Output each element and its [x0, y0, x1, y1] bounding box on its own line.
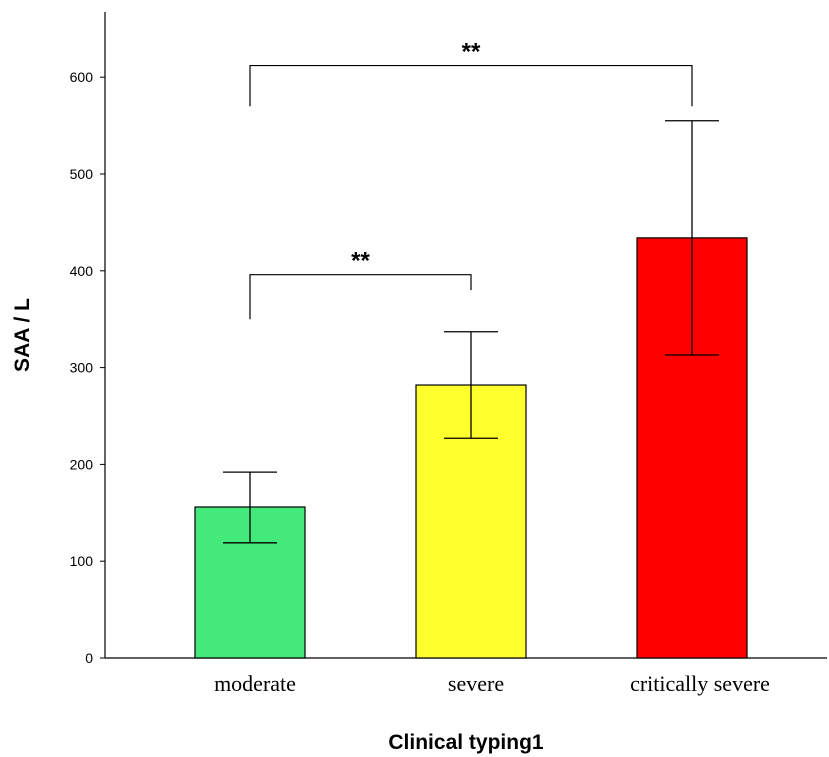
x-tick-label: moderate	[214, 671, 296, 696]
y-axis-ticks: 0 100 200 300 400 500 600	[70, 69, 105, 666]
x-axis-title: Clinical typing1	[388, 731, 544, 754]
bars-group	[194, 237, 748, 659]
y-tick-label: 400	[70, 263, 94, 279]
y-tick-label: 300	[70, 360, 94, 376]
significance-label: **	[462, 39, 481, 66]
y-tick-label: 500	[70, 166, 94, 182]
significance-brackets-group: ** **	[249, 39, 693, 320]
y-tick-label: 200	[70, 456, 94, 472]
y-tick-label: 100	[70, 553, 94, 569]
y-tick-label: 0	[85, 650, 93, 666]
y-axis-title: SAA / L	[11, 298, 34, 372]
x-tick-label: critically severe	[630, 671, 770, 696]
significance-label: **	[351, 248, 370, 275]
x-axis-labels: moderate severe critically severe	[214, 671, 770, 696]
significance-bracket	[249, 274, 472, 320]
x-tick-label: severe	[448, 671, 504, 696]
y-tick-label: 600	[70, 69, 94, 85]
significance-bracket	[249, 64, 693, 107]
error-bars-group	[223, 120, 719, 544]
